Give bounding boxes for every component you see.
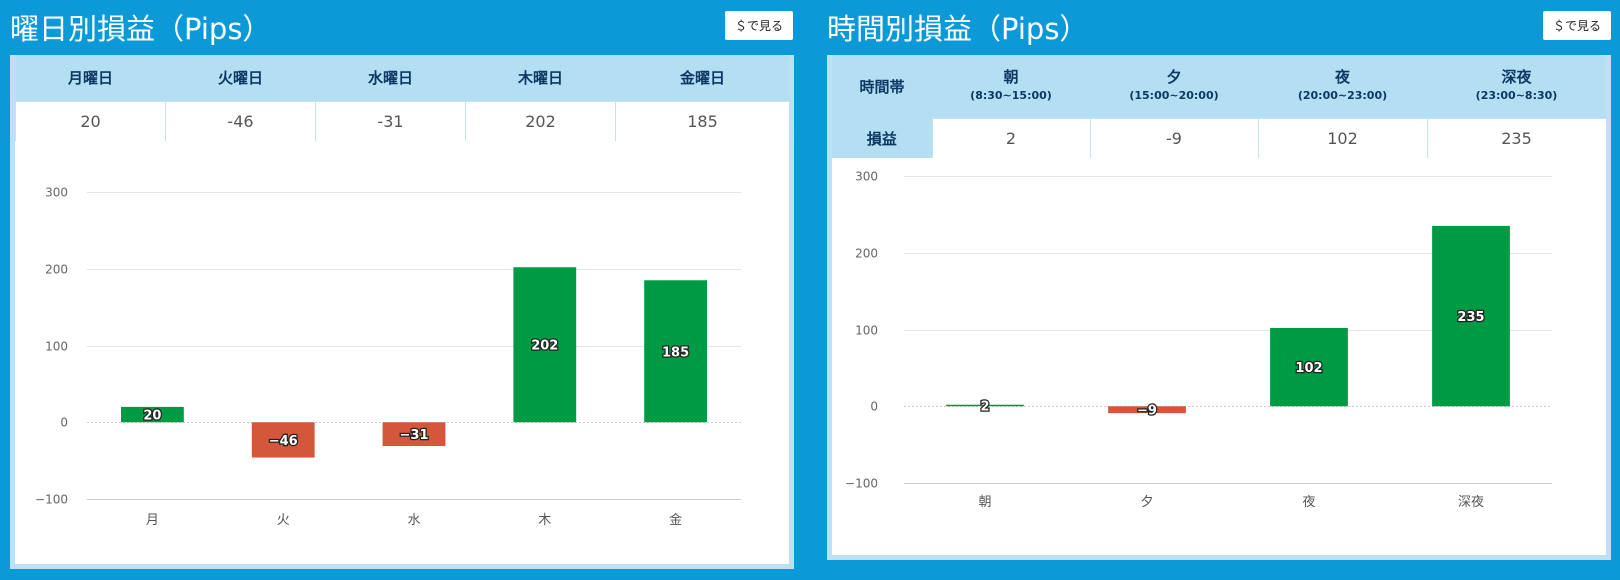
timeslot-tick-label-3: 200 [855, 247, 878, 261]
timeslot-tick-label-2: 100 [855, 324, 878, 338]
weekday-value-wed: -31 [315, 100, 466, 142]
weekday-tick-label-3: 200 [45, 263, 68, 277]
weekday-tick-label-2: 100 [45, 340, 68, 354]
weekday-data-label-3: 202 [531, 339, 558, 354]
weekday-value-row: 20 -46 -31 202 185 [15, 100, 790, 142]
slot-range-late-night: (23:00~8:30) [1475, 89, 1558, 103]
weekday-category-label-2: 水 [407, 513, 420, 528]
weekday-tick-label-0: −100 [35, 493, 68, 507]
slot-range-evening: (15:00~20:00) [1129, 89, 1219, 103]
weekday-panel: 曜日別損益（Pips） ＄で見る 月曜日 火曜日 水曜日 木曜日 金曜日 20 … [0, 0, 800, 580]
timeslot-header-night: 夜 (20:00~23:00) [1258, 55, 1427, 118]
weekday-tick-label-4: 300 [45, 186, 68, 200]
weekday-chart-area: −100 0 100 200 300 20 月 −46 火 −31 水 202 木 185 金 [15, 141, 789, 564]
weekday-data-label-4: 185 [662, 345, 689, 360]
timeslot-chart-area: −100 0 100 200 300 2 朝 −9 夕 102 夜 235 深夜 [832, 158, 1606, 555]
timeslot-tick-label-0: −100 [845, 477, 878, 491]
timeslot-table: 時間帯 朝 (8:30~15:00) 夕 (15:00~20:00) 夜 (20… [832, 55, 1607, 159]
weekday-header-wed: 水曜日 [315, 55, 466, 101]
weekday-card: 月曜日 火曜日 水曜日 木曜日 金曜日 20 -46 -31 202 185 −… [10, 55, 794, 569]
timeslot-card: 時間帯 朝 (8:30~15:00) 夕 (15:00~20:00) 夜 (20… [827, 55, 1611, 560]
weekday-bar-4 [644, 280, 707, 423]
weekday-category-label-1: 火 [277, 513, 290, 528]
weekday-value-thu: 202 [465, 100, 616, 142]
slot-name-morning: 朝 [1003, 68, 1019, 87]
timeslot-title: 時間別損益（Pips） [827, 12, 1089, 46]
weekday-value-tue: -46 [165, 100, 316, 142]
weekday-data-label-1: −46 [269, 434, 298, 449]
timeslot-category-label-0: 朝 [978, 495, 991, 510]
timeslot-category-label-1: 夕 [1140, 495, 1153, 510]
timeslot-value-evening: -9 [1089, 117, 1259, 159]
slot-name-evening: 夕 [1166, 68, 1182, 87]
weekday-category-label-0: 月 [146, 513, 159, 528]
weekday-bar-2 [382, 422, 446, 447]
weekday-data-label-0: 20 [143, 409, 161, 424]
weekday-table: 月曜日 火曜日 水曜日 木曜日 金曜日 20 -46 -31 202 185 [15, 55, 790, 142]
timeslot-header-row: 時間帯 朝 (8:30~15:00) 夕 (15:00~20:00) 夜 (20… [832, 55, 1606, 118]
weekday-header-fri: 金曜日 [615, 55, 790, 101]
weekday-header-mon: 月曜日 [15, 55, 166, 101]
weekday-category-label-4: 金 [669, 512, 682, 528]
timeslot-chart: −100 0 100 200 300 2 朝 −9 夕 102 夜 235 深夜 [845, 170, 1552, 510]
timeslot-value-morning: 2 [931, 117, 1091, 159]
timeslot-category-label-3: 深夜 [1458, 495, 1484, 510]
timeslot-bar-3 [1432, 225, 1510, 407]
timeslot-data-label-2: 102 [1295, 361, 1322, 376]
weekday-header-row: 月曜日 火曜日 水曜日 木曜日 金曜日 [15, 55, 790, 101]
timeslot-bar-2 [1270, 327, 1348, 407]
timeslot-data-label-0: 2 [980, 399, 989, 414]
weekday-value-mon: 20 [15, 100, 166, 142]
weekday-header-tue: 火曜日 [165, 55, 316, 101]
timeslot-usd-button[interactable]: ＄で見る [1543, 11, 1611, 40]
slot-range-night: (20:00~23:00) [1297, 89, 1388, 103]
weekday-tick-label-1: 0 [60, 416, 68, 430]
weekday-bar-0 [121, 406, 184, 423]
weekday-category-label-3: 木 [538, 513, 551, 528]
timeslot-bar-0 [946, 404, 1024, 407]
timeslot-value-late-night: 235 [1426, 117, 1607, 159]
timeslot-value-night: 102 [1257, 117, 1428, 159]
timeslot-data-label-1: −9 [1137, 404, 1157, 419]
timeslot-tick-label-1: 0 [870, 400, 878, 414]
weekday-bar-3 [513, 267, 577, 423]
slot-name-late-night: 深夜 [1501, 68, 1532, 87]
weekday-value-fri: 185 [615, 100, 790, 142]
timeslot-bar-1 [1108, 406, 1186, 414]
slot-name-night: 夜 [1334, 68, 1350, 87]
timeslot-row-header-pnl: 損益 [832, 118, 932, 158]
timeslot-header-evening: 夕 (15:00~20:00) [1090, 55, 1258, 118]
timeslot-category-label-2: 夜 [1302, 495, 1315, 510]
timeslot-header-morning: 朝 (8:30~15:00) [932, 55, 1090, 118]
timeslot-tick-label-4: 300 [855, 170, 878, 184]
timeslot-header-late-night: 深夜 (23:00~8:30) [1427, 55, 1606, 118]
weekday-chart: −100 0 100 200 300 20 月 −46 火 −31 水 202 木 185 金 [35, 186, 741, 528]
weekday-header-thu: 木曜日 [465, 55, 616, 101]
weekday-bar-1 [251, 422, 315, 458]
weekday-title: 曜日別損益（Pips） [10, 12, 272, 46]
timeslot-data-label-3: 235 [1457, 310, 1484, 325]
timeslot-panel: 時間別損益（Pips） ＄で見る 時間帯 朝 (8:30~15:00) 夕 (1… [817, 0, 1620, 580]
timeslot-row-header-time: 時間帯 [832, 55, 932, 118]
weekday-usd-button[interactable]: ＄で見る [725, 11, 793, 40]
slot-range-morning: (8:30~15:00) [970, 89, 1052, 103]
weekday-data-label-2: −31 [400, 428, 429, 443]
timeslot-value-row: 損益 2 -9 102 235 [832, 117, 1607, 159]
